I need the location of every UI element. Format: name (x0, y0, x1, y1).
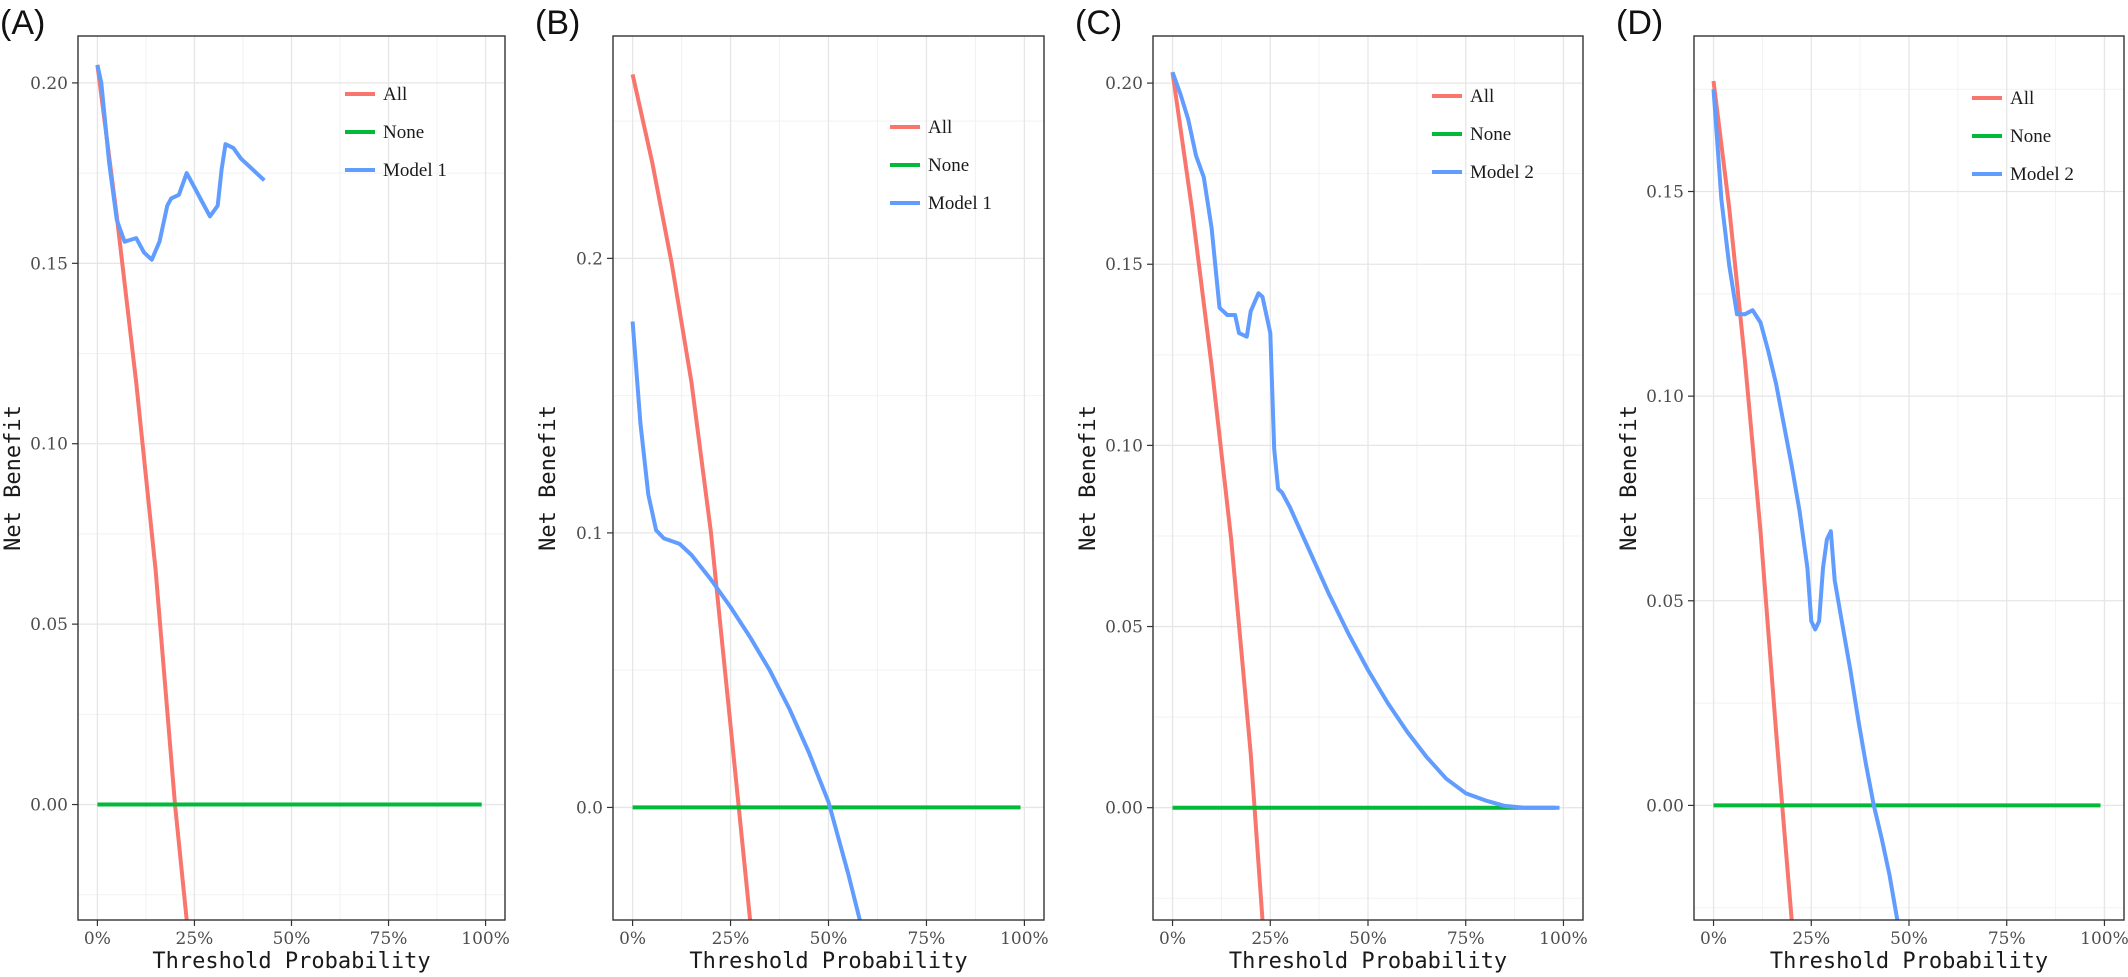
x-tick-label: 50% (273, 929, 311, 949)
legend-label: All (928, 117, 952, 138)
panel-label: (B) (535, 4, 580, 42)
x-axis-title: Threshold Probability (1229, 949, 1507, 974)
x-tick-label: 100% (1539, 929, 1588, 949)
panel-a: 0% 25% 50% 75% 100% 0.00 0.05 0.10 0.15 0.20 Thres… (0, 4, 510, 974)
legend-label: None (1470, 124, 1511, 145)
x-tick-label: 50% (810, 929, 848, 949)
legend-label: None (2010, 126, 2051, 147)
y-tick-label: 0.00 (1105, 799, 1143, 819)
legend-label: All (383, 84, 407, 105)
series-group (1170, 71, 1560, 920)
legend: All None Model 2 (1972, 88, 2074, 185)
x-tick-label: 0% (84, 929, 111, 949)
y-axis-title: Net Benefit (1617, 405, 1642, 551)
y-tick-label: 0.20 (30, 74, 68, 94)
x-tick-label: 75% (908, 929, 946, 949)
x-tick-label: 75% (1447, 929, 1485, 949)
x-tick-label: 75% (370, 929, 408, 949)
legend-label: Model 2 (1470, 162, 1534, 183)
x-tick-label: 0% (619, 929, 646, 949)
y-axis-title: Net Benefit (1076, 405, 1101, 551)
y-tick-label: 0.2 (576, 249, 603, 269)
y-tick-label: 0.10 (30, 435, 68, 455)
x-tick-label: 25% (1792, 929, 1830, 949)
x-tick-label: 50% (1890, 929, 1928, 949)
series-group (630, 73, 1021, 920)
y-tick-label: 0.00 (1646, 796, 1684, 816)
y-tick-label: 0.10 (1105, 436, 1143, 456)
y-axis-title: Net Benefit (536, 405, 561, 551)
legend: All None Model 1 (890, 117, 992, 214)
series-line-all (1711, 80, 1794, 920)
x-axis-title: Threshold Probability (152, 949, 430, 974)
panel-b: 0% 25% 50% 75% 100% 0.0 0.1 0.2 Threshold Probab… (535, 4, 1049, 974)
x-tick-label: 50% (1349, 929, 1387, 949)
y-tick-label: 0.05 (30, 615, 68, 635)
panel-label: (A) (0, 4, 45, 42)
x-axis-title: Threshold Probability (1770, 949, 2048, 974)
series-group (95, 64, 482, 920)
series-line-all (630, 73, 753, 920)
x-tick-label: 25% (712, 929, 750, 949)
x-tick-label: 0% (1159, 929, 1186, 949)
x-tick-label: 100% (1000, 929, 1049, 949)
gridlines (1694, 36, 2124, 920)
legend-label: All (1470, 86, 1494, 107)
x-tick-label: 75% (1988, 929, 2026, 949)
x-axis-title: Threshold Probability (689, 949, 967, 974)
panel-d: 0% 25% 50% 75% 100% 0.00 0.05 0.10 0.15 Threshold… (1616, 4, 2128, 974)
legend: All None Model 1 (345, 84, 447, 181)
panel-c: 0% 25% 50% 75% 100% 0.00 0.05 0.10 0.15 0.20 Thres… (1075, 4, 1588, 974)
legend-label: All (2010, 88, 2034, 109)
x-tick-label: 100% (2080, 929, 2128, 949)
series-line-model-1 (630, 321, 862, 920)
legend: All None Model 2 (1432, 86, 1534, 183)
y-tick-label: 0.20 (1105, 74, 1143, 94)
legend-label: Model 2 (2010, 164, 2074, 185)
y-axis-title: Net Benefit (1, 405, 26, 551)
legend-label: None (383, 122, 424, 143)
gridlines (1153, 36, 1583, 920)
panel-label: (D) (1616, 4, 1663, 42)
y-tick-label: 0.1 (576, 524, 603, 544)
y-tick-label: 0.15 (30, 254, 68, 274)
y-tick-label: 0.10 (1646, 387, 1684, 407)
y-tick-label: 0.15 (1105, 255, 1143, 275)
panel-label: (C) (1075, 4, 1122, 42)
series-group (1711, 80, 2101, 920)
series-line-all (1170, 71, 1265, 920)
y-tick-label: 0.05 (1646, 592, 1684, 612)
y-tick-label: 0.05 (1105, 618, 1143, 638)
x-tick-label: 0% (1700, 929, 1727, 949)
series-line-model-2 (1170, 71, 1560, 810)
x-tick-label: 25% (176, 929, 214, 949)
series-line-model-1 (95, 64, 266, 262)
legend-label: Model 1 (383, 160, 447, 181)
y-tick-label: 0.0 (576, 798, 603, 818)
y-tick-label: 0.00 (30, 796, 68, 816)
x-tick-label: 100% (461, 929, 510, 949)
series-line-model-2 (1711, 89, 1900, 920)
legend-label: Model 1 (928, 193, 992, 214)
legend-label: None (928, 155, 969, 176)
x-tick-label: 25% (1251, 929, 1289, 949)
y-tick-label: 0.15 (1646, 183, 1684, 203)
